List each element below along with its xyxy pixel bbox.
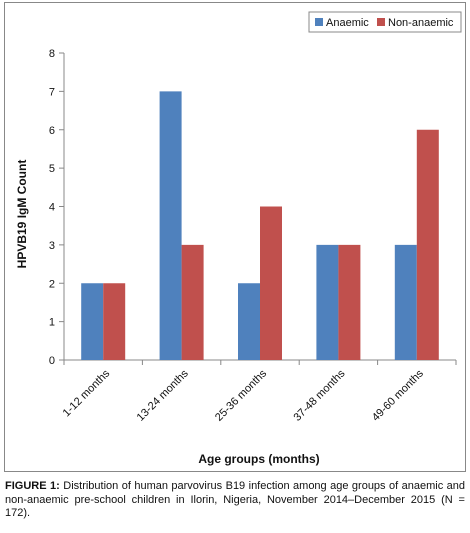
y-tick-label: 5 — [49, 163, 55, 175]
bar-non-anaemic — [260, 206, 282, 360]
legend-label: Anaemic — [326, 17, 369, 29]
y-axis-title: HPVB19 IgM Count — [15, 160, 29, 269]
bar-anaemic — [81, 283, 104, 360]
bar-non-anaemic — [103, 283, 126, 360]
legend-swatch — [315, 18, 323, 26]
y-tick-label: 1 — [49, 317, 55, 329]
y-tick-label: 2 — [49, 278, 55, 290]
bar-anaemic — [316, 244, 339, 360]
caption-text: Distribution of human parvovirus B19 inf… — [5, 480, 465, 519]
legend-label: Non-anaemic — [388, 17, 454, 29]
bar-non-anaemic — [181, 244, 204, 360]
bar-non-anaemic — [338, 244, 361, 360]
legend: Anaemic Non-anaemic — [308, 11, 462, 33]
y-tick-label: 7 — [49, 86, 55, 98]
figure-caption: FIGURE 1: Distribution of human parvovir… — [5, 480, 465, 521]
y-tick-label: 8 — [49, 48, 55, 60]
y-tick-label: 4 — [49, 202, 55, 214]
y-tick-label: 0 — [49, 355, 55, 367]
y-tick-labels: 0 1 2 3 4 5 6 7 8 — [49, 48, 55, 367]
bar-anaemic — [394, 244, 417, 360]
bars — [81, 91, 439, 360]
bar-anaemic — [238, 283, 260, 360]
bar-anaemic — [159, 91, 182, 360]
bar-non-anaemic — [416, 129, 439, 360]
chart-border — [4, 2, 466, 472]
y-tick-label: 6 — [49, 125, 55, 137]
legend-swatch — [377, 18, 385, 26]
caption-label: FIGURE 1: — [5, 480, 60, 492]
y-tick-label: 3 — [49, 240, 55, 252]
x-axis-title: Age groups (months) — [198, 452, 319, 466]
